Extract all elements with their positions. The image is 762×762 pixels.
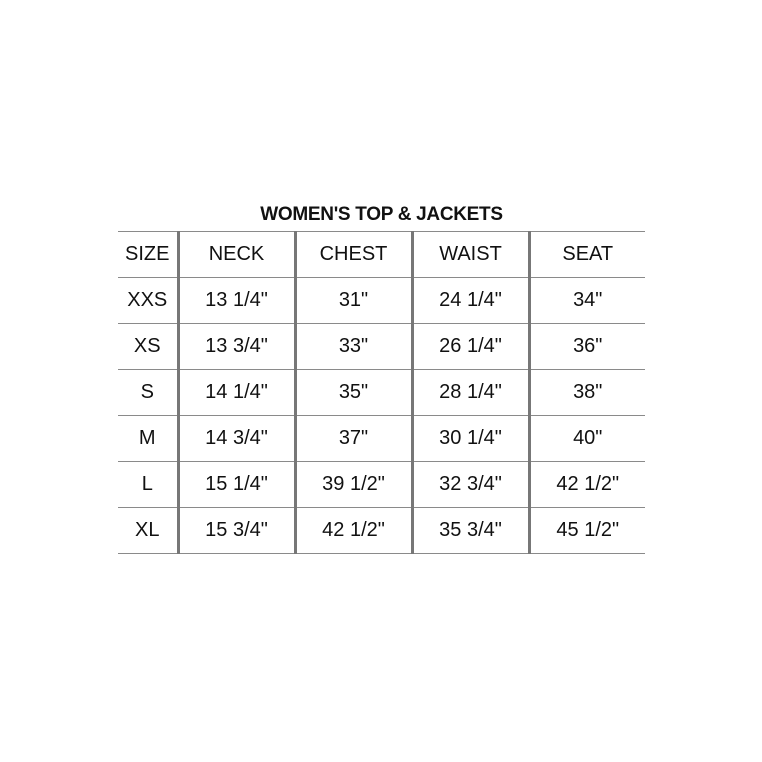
table-cell: 13 3/4" [176,323,295,370]
table-cell: 40" [527,415,645,462]
table-cell: 35" [293,369,412,416]
table-cell: S [118,369,178,416]
table-row: XXS 13 1/4" 31" 24 1/4" 34" [118,277,645,324]
table-row: XS 13 3/4" 33" 26 1/4" 36" [118,323,645,370]
table-row: L 15 1/4" 39 1/2" 32 3/4" 42 1/2" [118,461,645,508]
column-header: SIZE [118,231,178,278]
table-cell: 34" [527,277,645,324]
table-cell: 28 1/4" [410,369,529,416]
table-cell: M [118,415,178,462]
table-cell: XXS [118,277,178,324]
table-cell: 42 1/2" [293,507,412,554]
column-header: WAIST [410,231,529,278]
table-row: M 14 3/4" 37" 30 1/4" 40" [118,415,645,462]
table-cell: 38" [527,369,645,416]
table-cell: L [118,461,178,508]
column-header: SEAT [527,231,645,278]
table-cell: 36" [527,323,645,370]
table-cell: 26 1/4" [410,323,529,370]
table-cell: XL [118,507,178,554]
table-cell: XS [118,323,178,370]
table-cell: 30 1/4" [410,415,529,462]
header-row: SIZE NECK CHEST WAIST SEAT [118,231,645,278]
size-table: SIZE NECK CHEST WAIST SEAT XXS 13 1/4" 31" 24 1/… [118,231,645,554]
table-cell: 33" [293,323,412,370]
column-header: CHEST [293,231,412,278]
table-cell: 32 3/4" [410,461,529,508]
table-cell: 15 3/4" [176,507,295,554]
table-row: S 14 1/4" 35" 28 1/4" 38" [118,369,645,416]
table-cell: 37" [293,415,412,462]
table-cell: 24 1/4" [410,277,529,324]
table-cell: 14 3/4" [176,415,295,462]
table-cell: 14 1/4" [176,369,295,416]
table-cell: 13 1/4" [176,277,295,324]
table-cell: 15 1/4" [176,461,295,508]
column-header: NECK [176,231,295,278]
chart-title: WOMEN'S TOP & JACKETS [260,204,503,225]
table-cell: 31" [293,277,412,324]
table-cell: 45 1/2" [527,507,645,554]
table-row: XL 15 3/4" 42 1/2" 35 3/4" 45 1/2" [118,507,645,554]
table-cell: 35 3/4" [410,507,529,554]
table-cell: 42 1/2" [527,461,645,508]
table-cell: 39 1/2" [293,461,412,508]
